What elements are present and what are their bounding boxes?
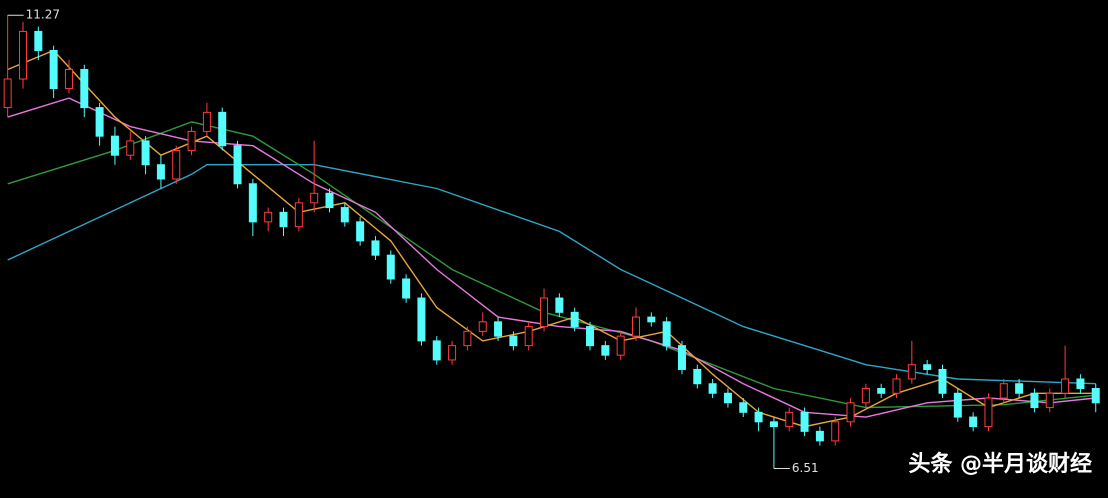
candle-body bbox=[815, 430, 824, 442]
high-label: 11.27 bbox=[26, 8, 60, 22]
candle-body bbox=[984, 397, 993, 428]
candle-body bbox=[662, 321, 671, 347]
candle-body bbox=[877, 387, 886, 394]
candle-body bbox=[923, 364, 932, 370]
candle-body bbox=[233, 145, 242, 185]
candle-body bbox=[279, 211, 288, 228]
candle-body bbox=[969, 416, 978, 428]
ma-line bbox=[7, 49, 1096, 428]
candle-body bbox=[49, 49, 58, 90]
candle-body bbox=[126, 140, 135, 156]
candle-body bbox=[1091, 387, 1100, 404]
candle-body bbox=[95, 107, 104, 137]
candle-body bbox=[831, 421, 840, 442]
candle-body bbox=[693, 368, 702, 385]
candle-body bbox=[677, 345, 686, 370]
candle-body bbox=[861, 387, 870, 404]
candle-body bbox=[172, 149, 181, 180]
candle-body bbox=[723, 392, 732, 404]
candle-body bbox=[1061, 378, 1070, 394]
candle-body bbox=[156, 164, 165, 180]
candle-body bbox=[1030, 392, 1039, 409]
watermark: 头条 @半月谈财经 bbox=[908, 451, 1092, 477]
candle-body bbox=[187, 130, 196, 151]
candle-body bbox=[800, 411, 809, 432]
candle-body bbox=[202, 111, 211, 132]
candles bbox=[3, 15, 1100, 469]
candle-body bbox=[647, 316, 656, 323]
low-label: 6.51 bbox=[792, 461, 819, 475]
candle-body bbox=[463, 330, 472, 347]
candle-body bbox=[478, 321, 487, 332]
candle-body bbox=[340, 207, 349, 223]
candle-body bbox=[80, 69, 89, 109]
annotations: 11.27 6.51 bbox=[7, 8, 819, 475]
candle-body bbox=[708, 383, 717, 394]
candle-body bbox=[218, 111, 227, 147]
candle-body bbox=[417, 297, 426, 342]
candle-body bbox=[110, 135, 119, 156]
candle-body bbox=[739, 402, 748, 413]
candle-body bbox=[555, 297, 564, 313]
candle-body bbox=[540, 297, 549, 328]
candle-body bbox=[294, 202, 303, 228]
candle-body bbox=[509, 335, 518, 347]
candle-body bbox=[402, 278, 411, 299]
candle-body bbox=[356, 221, 365, 242]
candle-body bbox=[999, 383, 1008, 399]
candle-body bbox=[386, 254, 395, 280]
ma-line bbox=[7, 121, 1096, 409]
candle-body bbox=[631, 316, 640, 337]
candle-body bbox=[371, 240, 380, 256]
candle-body bbox=[1015, 383, 1024, 394]
candle-body bbox=[3, 78, 12, 109]
candle-body bbox=[34, 30, 43, 51]
candle-body bbox=[310, 192, 319, 204]
candle-body bbox=[448, 345, 457, 361]
ma-line bbox=[7, 164, 1096, 385]
candle-body bbox=[892, 378, 901, 394]
candle-body bbox=[846, 402, 855, 423]
candle-body bbox=[907, 364, 916, 380]
candle-body bbox=[754, 411, 763, 423]
candle-body bbox=[616, 335, 625, 356]
candle-body bbox=[432, 340, 441, 361]
candle-body bbox=[1076, 378, 1085, 389]
candle-body bbox=[601, 345, 610, 356]
candle-body bbox=[325, 192, 334, 209]
candle-body bbox=[141, 140, 150, 166]
candle-body bbox=[586, 326, 595, 347]
candle-body bbox=[769, 421, 778, 428]
candle-body bbox=[18, 30, 27, 80]
candle-body bbox=[264, 211, 273, 223]
candle-body bbox=[248, 183, 257, 223]
candle-body bbox=[1045, 392, 1054, 409]
candle-body bbox=[785, 411, 794, 428]
candle-body bbox=[938, 368, 947, 394]
candle-body bbox=[570, 311, 579, 328]
candle-body bbox=[494, 321, 503, 337]
candle-body bbox=[64, 69, 73, 90]
candle-body bbox=[953, 392, 962, 418]
candle-body bbox=[524, 326, 533, 347]
